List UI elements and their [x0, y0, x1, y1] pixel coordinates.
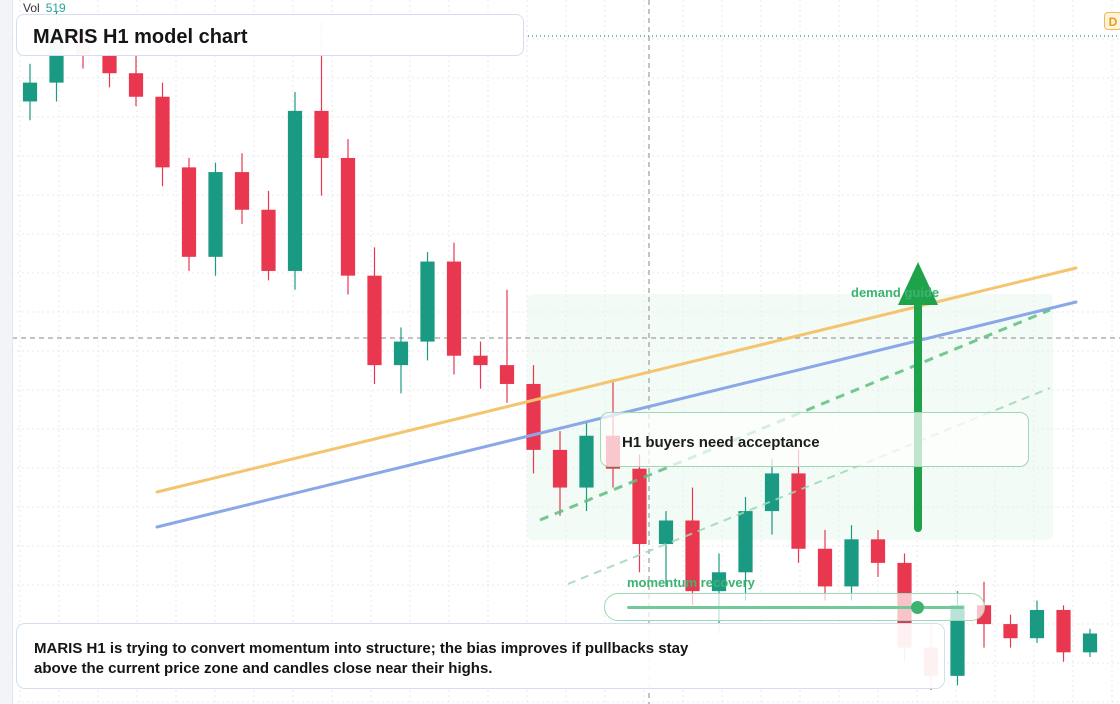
candle-body: [22, 82, 38, 102]
candle-body: [102, 54, 117, 74]
volume-value: 519: [45, 1, 66, 15]
summary-line-2: above the current price zone and candles…: [34, 660, 493, 677]
candle-body: [1003, 624, 1018, 639]
candle-down: [261, 190, 276, 281]
candle-down: [632, 454, 647, 573]
candle-body: [473, 355, 488, 366]
candle-body: [208, 172, 223, 257]
candle-down: [1003, 614, 1018, 648]
candle-up: [22, 63, 38, 121]
candle-body: [234, 172, 250, 210]
volume-readout: Vol 519: [23, 1, 66, 15]
candle-up: [844, 525, 859, 601]
summary-box: MARIS H1 is trying to convert momentum i…: [16, 623, 945, 689]
candle-body: [738, 511, 753, 573]
candle-body: [181, 167, 197, 257]
candle-body: [552, 449, 568, 488]
candle-body: [950, 605, 965, 676]
candle-body: [446, 261, 462, 356]
candle-down: [870, 529, 886, 577]
timeframe-badge[interactable]: D: [1104, 12, 1120, 30]
candle-down: [499, 289, 515, 403]
candle-down: [685, 487, 700, 606]
callout-text: H1 buyers need acceptance: [622, 434, 820, 451]
candle-down: [128, 54, 144, 107]
trend-line-lower-dashed: [567, 387, 1051, 585]
momentum-slider[interactable]: [604, 593, 985, 621]
orange-moving-average: [155, 266, 1078, 494]
momentum-handle[interactable]: [910, 601, 924, 614]
candle-up: [579, 421, 594, 512]
candle-down: [473, 341, 488, 389]
candle-body: [499, 365, 515, 384]
candle-down: [817, 529, 833, 601]
candle-body: [685, 520, 700, 592]
candle-up: [420, 252, 435, 361]
candle-down: [552, 431, 568, 516]
candle-body: [579, 435, 594, 488]
candle-down: [446, 242, 462, 375]
candle-body: [420, 261, 435, 342]
chart-title-box: MARIS H1 model chart: [16, 14, 524, 56]
candle-up: [208, 162, 223, 276]
candle-down: [234, 153, 250, 224]
candle-down: [367, 247, 382, 384]
candle-body: [526, 383, 541, 450]
candle-body: [817, 548, 833, 587]
candle-up: [658, 511, 674, 587]
candle-body: [155, 96, 170, 168]
bullish-arrow-head: [898, 262, 938, 305]
momentum-track-line: [627, 606, 964, 609]
candle-body: [340, 157, 356, 276]
volume-label: Vol: [23, 1, 40, 15]
candle-body: [128, 73, 144, 97]
candle-down: [155, 82, 170, 187]
summary-line-1: MARIS H1 is trying to convert momentum i…: [34, 640, 689, 657]
candle-up: [287, 92, 303, 290]
candle-up: [1029, 600, 1045, 643]
candle-body: [287, 110, 303, 271]
candle-body: [791, 473, 806, 549]
candle-body: [844, 539, 859, 587]
candle-body: [870, 539, 886, 563]
candle-body: [1082, 633, 1098, 653]
candle-body: [632, 468, 647, 545]
candle-body: [1056, 609, 1071, 653]
candle-body: [658, 520, 674, 545]
candle-body: [1029, 609, 1045, 639]
candle-down: [340, 139, 356, 295]
candle-up: [393, 327, 409, 394]
acceptance-callout: H1 buyers need acceptance: [600, 412, 1029, 467]
candle-body: [367, 275, 382, 366]
candle-body: [261, 209, 276, 271]
candle-body: [393, 341, 409, 366]
chart-title: MARIS H1 model chart: [33, 26, 248, 48]
price-scale-rail: [0, 0, 13, 704]
candle-body: [764, 473, 780, 512]
candle-down: [1056, 605, 1071, 662]
candle-body: [314, 110, 329, 158]
candle-up: [1082, 628, 1098, 658]
candle-body: [711, 572, 727, 592]
momentum-label: momentum recovery: [627, 575, 755, 590]
demand-guide-label: demand guide: [851, 285, 940, 300]
candle-up: [738, 496, 753, 601]
candle-down: [181, 157, 197, 271]
